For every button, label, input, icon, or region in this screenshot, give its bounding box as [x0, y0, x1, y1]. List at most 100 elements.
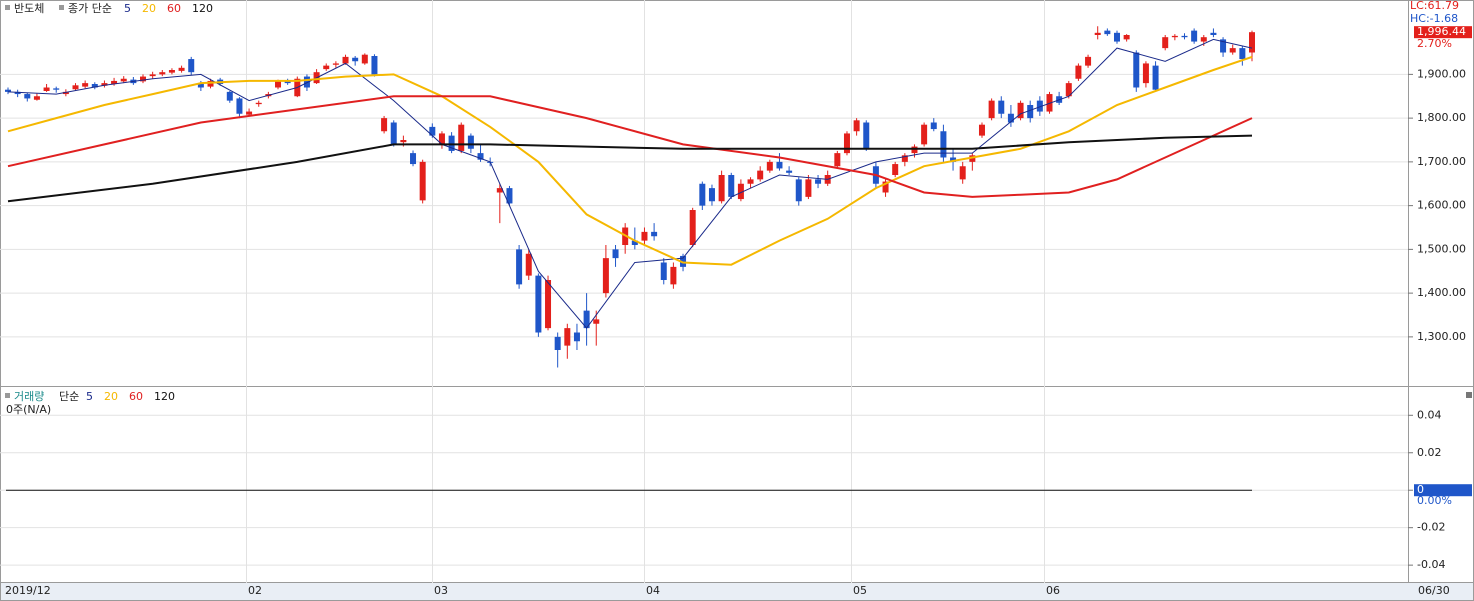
- candle-body: [1017, 102, 1024, 119]
- legend-icon: [5, 5, 10, 10]
- candle-body: [400, 140, 407, 143]
- candle-body: [1210, 32, 1217, 35]
- volume-legend-entry: 5: [86, 390, 93, 403]
- last-value-label: 1,996.44: [1417, 25, 1466, 38]
- legend-entry: 20: [142, 2, 156, 15]
- candle-body: [323, 65, 330, 70]
- y-tick-label: -0.02: [1417, 521, 1445, 534]
- volume-legend-method: 단순: [59, 390, 79, 403]
- candle-body: [1152, 65, 1159, 90]
- y-tick-label: 1,700.00: [1417, 155, 1466, 168]
- candle-body: [91, 84, 98, 88]
- candle-body: [516, 249, 523, 285]
- x-tick-label: 05: [853, 584, 867, 597]
- candle-body: [82, 83, 89, 87]
- candle-body: [342, 56, 349, 64]
- candle-body: [33, 96, 40, 100]
- candle-body: [930, 122, 937, 130]
- candle-body: [361, 54, 368, 64]
- candle-body: [959, 166, 966, 180]
- x-tick-label: 2019/12: [5, 584, 51, 597]
- x-axis-bg: [1, 583, 1473, 600]
- y-tick-label: 1,800.00: [1417, 111, 1466, 124]
- candle-body: [197, 83, 204, 88]
- candle-body: [149, 74, 156, 77]
- candle-body: [14, 91, 21, 95]
- candle-body: [689, 210, 696, 245]
- legend-icon: [59, 5, 64, 10]
- candle-body: [1113, 32, 1120, 42]
- candle-body: [901, 155, 908, 162]
- candle-body: [583, 310, 590, 329]
- y-tick-label: 1,400.00: [1417, 286, 1466, 299]
- candle-body: [1181, 35, 1188, 38]
- candle-body: [1191, 30, 1198, 42]
- candle-body: [853, 120, 860, 132]
- candle-body: [1229, 48, 1236, 53]
- candle-body: [737, 183, 744, 200]
- candle-body: [1133, 52, 1140, 88]
- candle-body: [506, 188, 513, 204]
- candle-body: [448, 135, 455, 151]
- candle-body: [834, 153, 841, 167]
- last-volume-label: 0: [1417, 483, 1424, 496]
- candle-body: [708, 188, 715, 202]
- y-tick-label: 1,900.00: [1417, 67, 1466, 80]
- volume-legend-entry: 60: [129, 390, 143, 403]
- x-tick-label: 03: [434, 584, 448, 597]
- volume-legend-entry: 120: [154, 390, 175, 403]
- candle-body: [188, 59, 195, 73]
- candle-body: [651, 231, 658, 237]
- lc-label: LC:61.79: [1410, 0, 1459, 12]
- candle-body: [1007, 113, 1014, 123]
- candle-body: [1123, 35, 1130, 40]
- candle-body: [911, 146, 918, 154]
- candle-body: [410, 153, 417, 165]
- candle-body: [438, 133, 445, 145]
- candle-body: [950, 157, 957, 162]
- candle-body: [53, 88, 60, 90]
- y-tick-label: 0.02: [1417, 446, 1442, 459]
- legend-method: 종가 단순: [68, 2, 112, 15]
- candle-body: [226, 91, 233, 101]
- candle-body: [988, 100, 995, 119]
- candle-body: [496, 188, 503, 193]
- candle-body: [352, 57, 359, 62]
- y-tick-label: 1,500.00: [1417, 242, 1466, 255]
- candle-body: [815, 179, 822, 184]
- candle-body: [5, 89, 11, 92]
- candle-body: [419, 161, 426, 201]
- candle-body: [120, 78, 127, 82]
- candle-body: [207, 80, 214, 87]
- candle-body: [101, 83, 108, 86]
- candle-body: [62, 91, 69, 95]
- candle-body: [236, 98, 243, 114]
- y-tick-label: -0.04: [1417, 558, 1445, 571]
- x-tick-label: 06: [1046, 584, 1060, 597]
- candle-body: [631, 240, 638, 245]
- y-tick-label: 1,600.00: [1417, 199, 1466, 212]
- last-value-box: [1414, 26, 1472, 39]
- candle-body: [1075, 65, 1082, 79]
- candle-body: [921, 124, 928, 145]
- candle-body: [535, 275, 542, 333]
- candle-body: [863, 122, 870, 149]
- candle-body: [381, 118, 388, 132]
- candle-body: [660, 262, 667, 280]
- candle-body: [554, 336, 561, 350]
- candle-body: [1220, 39, 1227, 53]
- candle-body: [140, 76, 147, 82]
- candle-body: [757, 170, 764, 180]
- candle-body: [564, 328, 571, 346]
- candle-body: [882, 181, 889, 193]
- candle-body: [390, 122, 397, 145]
- volume-legend-entry: 20: [104, 390, 118, 403]
- candle-body: [24, 94, 31, 99]
- candle-body: [747, 179, 754, 184]
- candle-body: [1104, 30, 1111, 35]
- last-volume-box: [1414, 484, 1472, 497]
- candle-body: [159, 72, 166, 75]
- candle-body: [111, 80, 118, 84]
- candle-body: [641, 231, 648, 241]
